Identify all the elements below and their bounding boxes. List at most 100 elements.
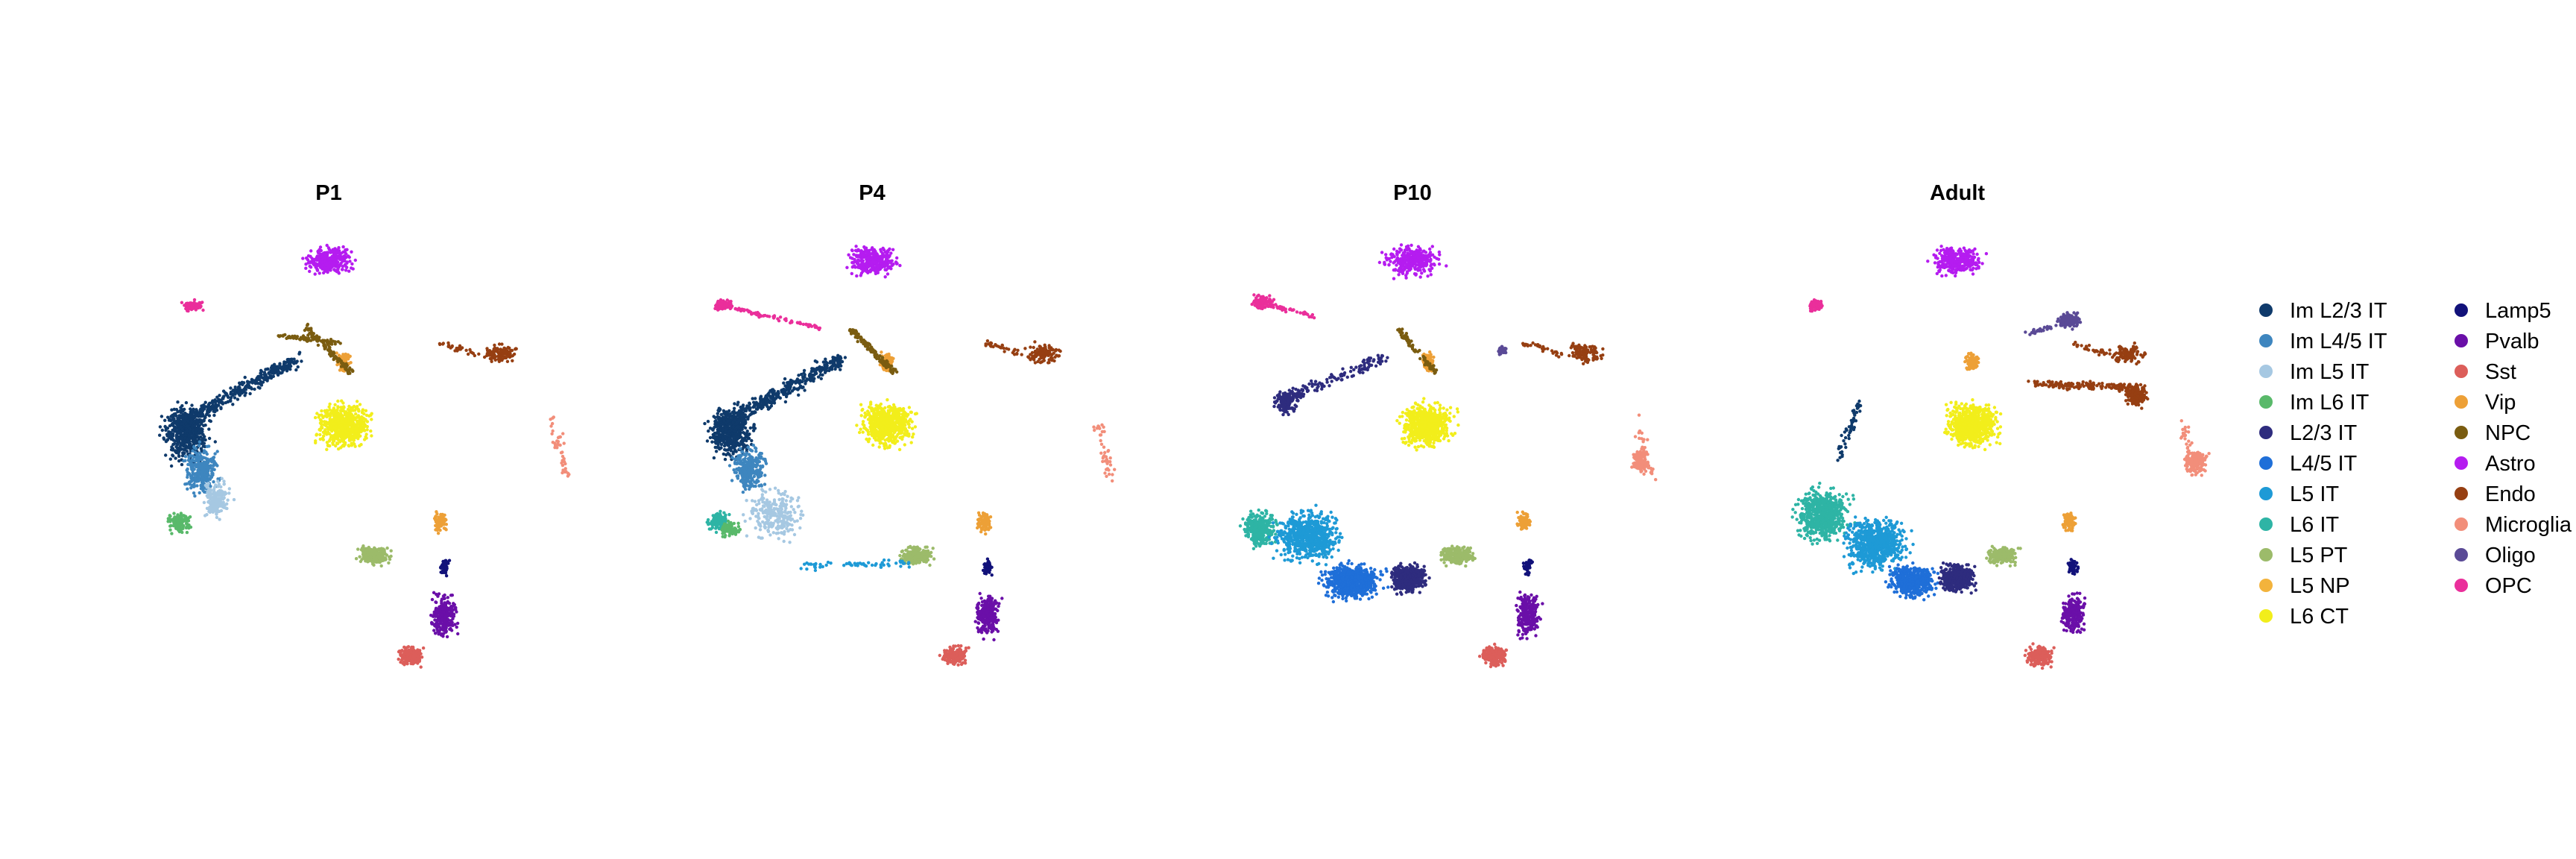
cell-point xyxy=(168,528,172,532)
cell-point xyxy=(353,424,358,427)
cell-point xyxy=(437,592,441,596)
cell-point xyxy=(862,268,865,272)
cell-point xyxy=(877,445,881,449)
cell-point xyxy=(897,421,900,426)
cell-point xyxy=(168,424,172,428)
cell-point xyxy=(884,263,888,267)
cell-point xyxy=(302,338,306,342)
cell-point xyxy=(178,409,182,413)
cell-point xyxy=(185,522,189,526)
cell-point xyxy=(898,263,902,268)
cell-point xyxy=(434,520,438,524)
cell-point xyxy=(892,417,897,421)
cell-point xyxy=(340,399,344,403)
cell-point xyxy=(176,417,180,421)
cell-point xyxy=(332,339,335,343)
cell-point xyxy=(897,447,902,452)
cell-point xyxy=(179,425,183,429)
cell-point xyxy=(344,368,347,371)
cell-point xyxy=(886,398,889,402)
cell-point xyxy=(209,487,212,491)
cell-point xyxy=(929,555,933,558)
cell-point xyxy=(171,453,174,457)
cell-point xyxy=(896,428,900,432)
cell-point xyxy=(219,406,223,409)
cell-point xyxy=(332,248,336,251)
cell-point xyxy=(224,391,228,396)
cell-point xyxy=(329,257,334,261)
cell-point xyxy=(188,482,192,486)
cell-point xyxy=(342,434,346,438)
cell-point xyxy=(321,430,326,434)
cell-point xyxy=(325,262,329,265)
cell-point xyxy=(881,435,885,439)
cell-point xyxy=(856,263,861,268)
cell-point xyxy=(329,251,332,254)
cell-point xyxy=(198,462,203,467)
cell-point xyxy=(511,359,514,362)
cell-point xyxy=(237,390,241,394)
cell-point xyxy=(907,432,911,436)
cell-point xyxy=(203,435,206,438)
cell-point xyxy=(455,621,460,626)
cell-point xyxy=(888,436,892,441)
cell-point xyxy=(209,506,213,510)
cell-point xyxy=(859,259,864,262)
cell-point xyxy=(866,260,871,264)
cell-point xyxy=(244,388,247,391)
cell-point xyxy=(177,459,181,463)
cell-point xyxy=(870,409,874,413)
cell-point xyxy=(198,491,201,495)
cell-point xyxy=(198,306,202,309)
cell-point xyxy=(874,403,879,407)
cell-point xyxy=(442,526,446,530)
cell-point xyxy=(189,474,193,479)
cell-point xyxy=(181,447,185,451)
cell-point xyxy=(229,386,233,390)
cell-point xyxy=(206,483,209,488)
cell-point xyxy=(188,437,192,441)
cell-point xyxy=(333,268,337,272)
cell-point xyxy=(174,422,179,426)
cell-point xyxy=(196,411,200,415)
cell-point xyxy=(327,405,331,409)
cell-point xyxy=(171,424,175,427)
cell-point xyxy=(909,410,913,415)
cell-point xyxy=(347,269,351,273)
cell-point xyxy=(294,368,298,372)
cell-point xyxy=(177,529,182,532)
cell-point xyxy=(438,605,441,609)
cell-point xyxy=(339,417,344,421)
cell-point xyxy=(869,430,874,434)
cell-point xyxy=(335,429,339,432)
cell-point xyxy=(879,410,883,414)
cell-point xyxy=(379,564,383,568)
cell-point xyxy=(323,344,327,349)
cell-point xyxy=(246,386,250,389)
cell-point xyxy=(205,444,209,448)
cell-point xyxy=(198,440,202,444)
cell-point xyxy=(200,409,203,412)
cell-point xyxy=(482,355,487,359)
cell-point xyxy=(870,260,874,264)
cell-point xyxy=(344,364,347,368)
cell-point xyxy=(373,559,377,563)
cell-point xyxy=(207,500,211,503)
cell-point xyxy=(886,412,891,417)
cell-point xyxy=(218,517,221,521)
cell-point xyxy=(280,371,284,374)
cell-point xyxy=(362,421,366,426)
cell-point xyxy=(350,250,353,254)
cell-point xyxy=(380,552,385,556)
cell-point xyxy=(185,450,189,453)
cell-point xyxy=(160,428,164,432)
cell-point xyxy=(207,414,212,418)
cell-point xyxy=(347,255,351,259)
cell-point xyxy=(292,361,296,365)
cell-point xyxy=(216,494,220,497)
cell-point xyxy=(857,430,862,435)
cell-point xyxy=(244,391,247,395)
cell-point xyxy=(270,370,274,374)
cell-point xyxy=(195,427,198,432)
